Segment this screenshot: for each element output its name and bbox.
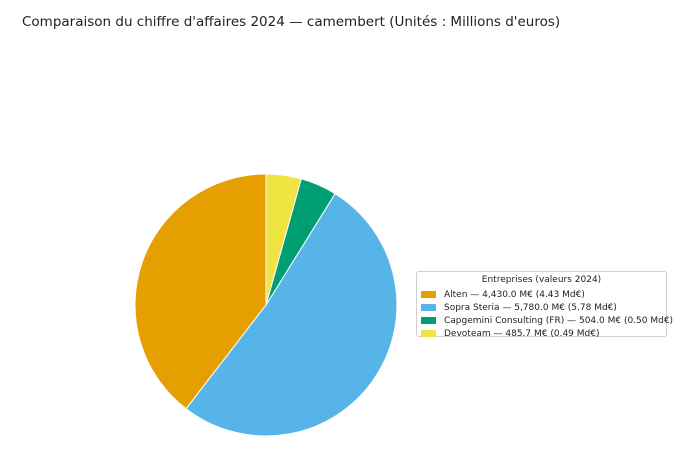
legend-item-alten: Alten — 4,430.0 M€ (4.43 Md€) (421, 288, 662, 301)
pie-slice-devoteam (265, 173, 302, 306)
legend-label: Sopra Steria — 5,780.0 M€ (5.78 Md€) (444, 302, 617, 313)
pie-slice-alten (134, 173, 267, 410)
legend: Entreprises (valeurs 2024) Alten — 4,430… (416, 271, 673, 340)
legend-label: Alten — 4,430.0 M€ (4.43 Md€) (444, 289, 585, 300)
legend-item-devoteam: Devoteam — 485.7 M€ (0.49 Md€) (421, 327, 662, 340)
legend-swatch (421, 330, 436, 337)
legend-swatch (421, 304, 436, 311)
pie-slice-sopra-steria (185, 192, 398, 437)
legend-label: Capgemini Consulting (FR) — 504.0 M€ (0.… (444, 315, 674, 326)
legend-title: Entreprises (valeurs 2024) (481, 275, 602, 285)
legend-item-capgemini-consulting: Capgemini Consulting (FR) — 504.0 M€ (0.… (421, 314, 673, 327)
chart-title: Comparaison du chiffre d'affaires 2024 —… (22, 14, 561, 30)
legend-swatch (421, 291, 436, 298)
legend-swatch (421, 317, 436, 324)
legend-item-sopra-steria: Sopra Steria — 5,780.0 M€ (5.78 Md€) (421, 301, 662, 314)
legend-label: Devoteam — 485.7 M€ (0.49 Md€) (444, 328, 600, 339)
